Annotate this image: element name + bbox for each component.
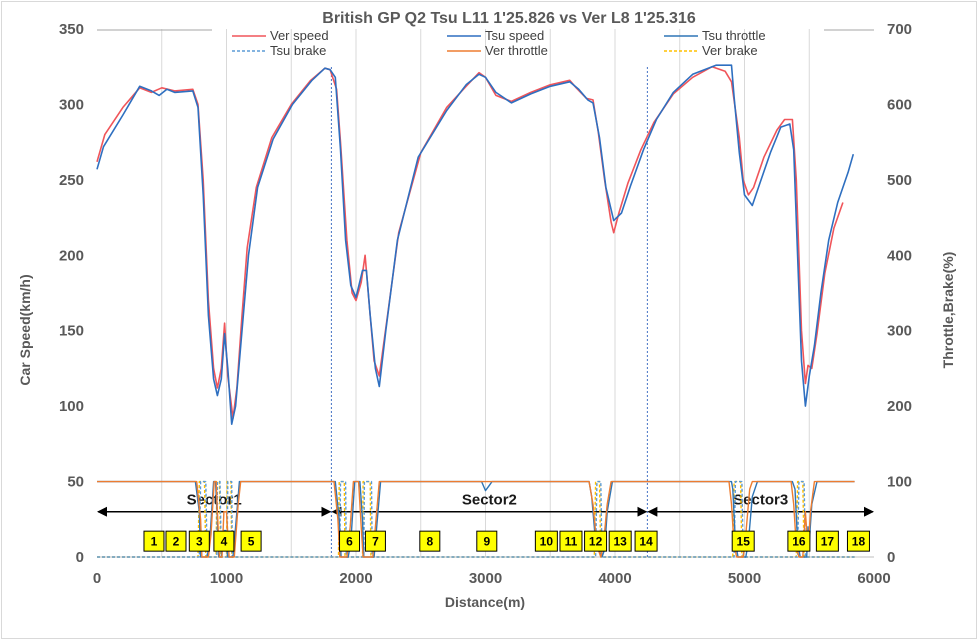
corner-label: 11 xyxy=(565,535,578,549)
corner-label: 12 xyxy=(589,535,603,549)
y2-tick-label: 0 xyxy=(887,549,895,566)
corner-box xyxy=(608,530,632,552)
chart-title: British GP Q2 Tsu L11 1'25.826 vs Ver L8… xyxy=(322,10,696,27)
legend-label: Tsu brake xyxy=(270,43,326,58)
series-layer xyxy=(96,64,855,558)
corner-label: 4 xyxy=(221,535,228,549)
corner-label: 17 xyxy=(821,535,835,549)
corner-box xyxy=(240,530,262,552)
corner-box xyxy=(534,530,558,552)
corner-label: 2 xyxy=(173,535,180,549)
corner-label: 3 xyxy=(196,535,203,549)
sector-label: Sector3 xyxy=(733,492,788,509)
corner-box xyxy=(846,530,870,552)
corner-label: 8 xyxy=(426,535,433,549)
corner-label: 18 xyxy=(852,535,866,549)
x-tick-label: 1000 xyxy=(210,570,243,587)
corner-label: 5 xyxy=(248,535,255,549)
legend-label: Tsu throttle xyxy=(702,28,766,43)
x-tick-label: 3000 xyxy=(469,570,502,587)
series-line-tsu-speed xyxy=(96,64,855,425)
y2-axis-label: Throttle,Brake(%) xyxy=(940,252,956,369)
corner-label: 15 xyxy=(737,535,751,549)
y-tick-label: 250 xyxy=(59,172,84,189)
x-tick-label: 0 xyxy=(93,570,101,587)
y2-tick-label: 600 xyxy=(887,96,912,113)
y-tick-label: 100 xyxy=(59,398,84,415)
corner-label: 16 xyxy=(792,535,806,549)
corner-box xyxy=(476,530,498,552)
sector-label: Sector1 xyxy=(187,492,242,509)
y-tick-label: 300 xyxy=(59,96,84,113)
x-tick-label: 4000 xyxy=(598,570,631,587)
corner-label: 10 xyxy=(540,535,554,549)
corner-box xyxy=(559,530,583,552)
corner-label: 13 xyxy=(614,535,628,549)
x-tick-label: 2000 xyxy=(339,570,372,587)
y-tick-label: 50 xyxy=(67,474,84,491)
corner-box xyxy=(787,530,811,552)
corner-label: 9 xyxy=(483,535,490,549)
grid-layer xyxy=(97,29,874,558)
corner-box xyxy=(213,530,235,552)
corner-box xyxy=(815,530,839,552)
corner-box xyxy=(143,530,165,552)
x-tick-label: 6000 xyxy=(857,570,890,587)
corner-box xyxy=(419,530,441,552)
y2-tick-label: 400 xyxy=(887,247,912,264)
y-tick-label: 350 xyxy=(59,21,84,38)
y2-tick-label: 700 xyxy=(887,21,912,38)
x-tick-label: 5000 xyxy=(728,570,761,587)
y2-tick-label: 300 xyxy=(887,323,912,340)
y-tick-label: 0 xyxy=(76,549,84,566)
legend-label: Ver throttle xyxy=(485,43,548,58)
corner-box xyxy=(731,530,755,552)
y2-tick-label: 100 xyxy=(887,474,912,491)
corner-label: 7 xyxy=(372,535,379,549)
corner-box xyxy=(165,530,187,552)
y2-tick-label: 500 xyxy=(887,172,912,189)
y-tick-label: 150 xyxy=(59,323,84,340)
sector-label: Sector2 xyxy=(462,492,517,509)
axis-layer: 0 1000 2000 3000 4000 5000 6000050100150200250… xyxy=(59,21,912,587)
corner-label: 1 xyxy=(151,535,158,549)
y-tick-label: 200 xyxy=(59,247,84,264)
corner-label: 14 xyxy=(639,535,653,549)
corner-box xyxy=(188,530,210,552)
legend-label: Tsu speed xyxy=(485,28,544,43)
legend-label: Ver speed xyxy=(270,28,329,43)
corner-box xyxy=(364,530,386,552)
legend-label: Ver brake xyxy=(702,43,758,58)
corner-layer: 1 2 3 4 5 6 7 8 9 10 11 12 13 14 15 16 17 18 xyxy=(143,530,870,552)
corner-box xyxy=(634,530,658,552)
legend: Ver speed Tsu speed Tsu throttle Tsu brake V… xyxy=(97,28,874,58)
corner-box xyxy=(584,530,608,552)
x-axis-label: Distance(m) xyxy=(445,594,525,610)
y-axis-label: Car Speed(km/h) xyxy=(17,274,33,385)
corner-label: 6 xyxy=(346,535,353,549)
y2-tick-label: 200 xyxy=(887,398,912,415)
corner-box xyxy=(339,530,361,552)
